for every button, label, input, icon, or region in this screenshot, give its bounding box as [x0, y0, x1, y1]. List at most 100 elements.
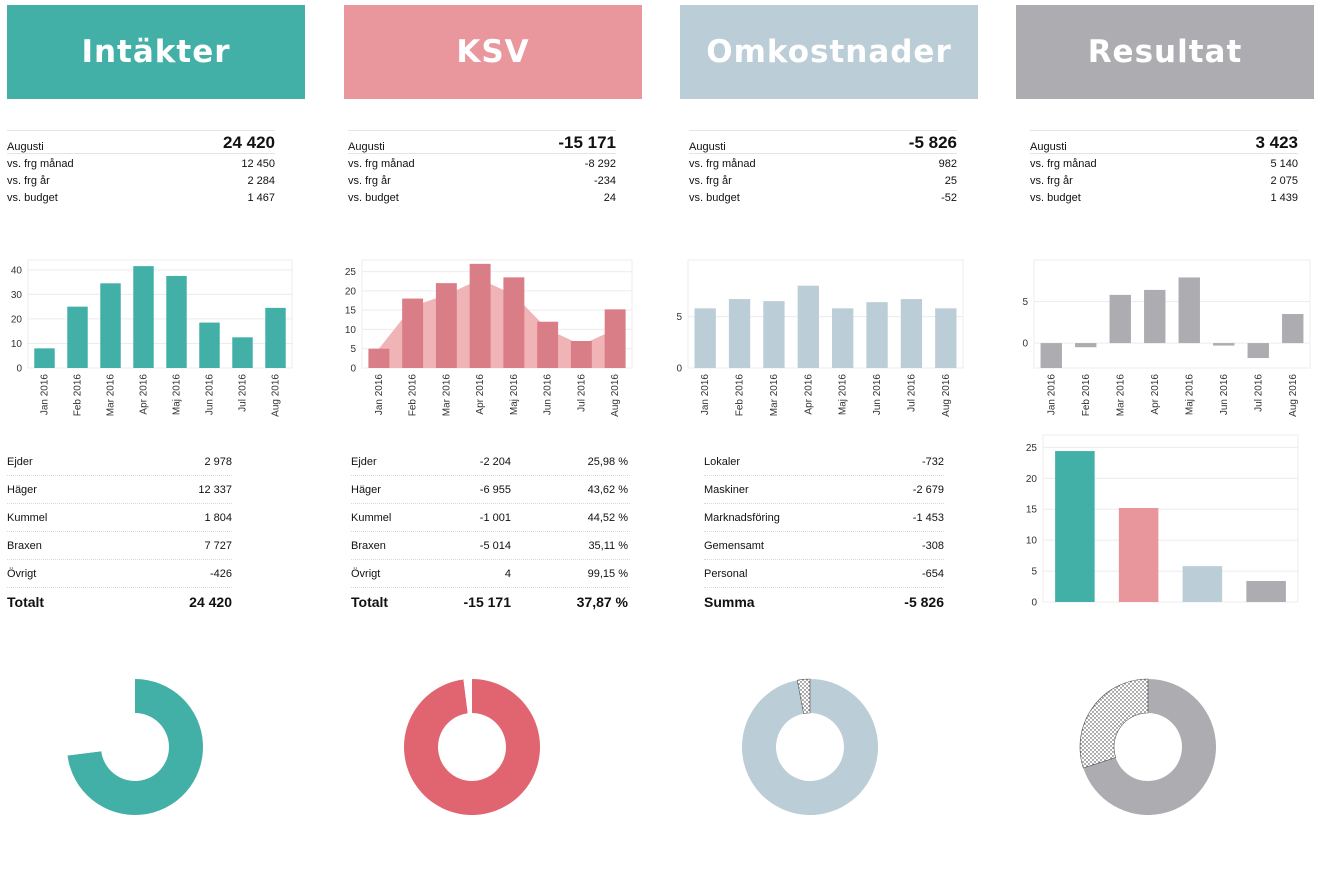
- summary-bar-chart: 0 5 10 15 20 25: [1026, 434, 1299, 609]
- kpi-period: Augusti: [348, 141, 385, 153]
- kpi-main-row: Augusti 24 420: [7, 130, 275, 154]
- y-tick-label: 10: [11, 339, 23, 350]
- table-row: Gemensamt -308: [704, 532, 944, 560]
- row-name: Braxen: [351, 539, 386, 552]
- bar: [1075, 343, 1097, 348]
- bar: [1040, 343, 1062, 368]
- kpi-main-row: Augusti -5 826: [689, 130, 957, 154]
- kpi-value: 3 423: [1255, 133, 1298, 152]
- kpi-label: vs. budget: [348, 192, 399, 204]
- donut-slice: [404, 679, 540, 815]
- y-tick-label: 20: [1026, 474, 1038, 485]
- table-row: Övrigt 4 99,15 %: [351, 560, 630, 588]
- kpi-ksv: Augusti -15 171 vs. frg månad -8 292 vs. f…: [348, 130, 616, 207]
- x-tick-label: Feb 2016: [1081, 374, 1092, 417]
- total-value: 24 420: [189, 593, 232, 610]
- row-value: 12 337: [198, 483, 232, 496]
- header-ksv: KSV: [344, 5, 642, 99]
- bar: [900, 299, 923, 368]
- row-value: -308: [921, 539, 944, 552]
- row-value: 2 978: [204, 455, 232, 468]
- x-tick-label: Jun 2016: [543, 374, 554, 416]
- table-row: Ejder 2 978: [7, 448, 232, 476]
- ksv-monthly-bar-chart: 0 5 10 15 20 25 Jan 2016 Feb 2016 Mar 2016 Apr 20…: [345, 259, 633, 417]
- row-value: -1 001: [479, 511, 511, 524]
- kpi-row: vs. frg år -234: [348, 173, 616, 190]
- row-name: Braxen: [7, 539, 42, 552]
- kpi-period: Augusti: [7, 141, 44, 153]
- kpi-row-value: 1 439: [1270, 192, 1298, 204]
- bar: [1178, 277, 1200, 344]
- row-name: Ejder: [7, 455, 33, 468]
- resultat-monthly-bar-chart: 0 5 Jan 2016 Feb 2016 Mar 2016 Apr 2016 Maj 20…: [1022, 259, 1311, 417]
- x-tick-label: Maj 2016: [509, 374, 520, 416]
- row-name: Kummel: [7, 511, 48, 524]
- table-total-row: Totalt 24 420: [7, 588, 232, 615]
- x-tick-label: Jan 2016: [40, 374, 51, 416]
- kpi-period: Augusti: [689, 141, 726, 153]
- donut-slice-hatched: [796, 678, 811, 714]
- bar: [797, 285, 819, 368]
- ksv-donut-chart: [404, 679, 540, 815]
- row-name: Kummel: [351, 511, 392, 524]
- x-tick-label: Aug 2016: [1288, 374, 1299, 417]
- kpi-row-value: 25: [944, 175, 957, 187]
- y-tick-label: 15: [1026, 505, 1038, 516]
- row-name: Marknadsföring: [704, 511, 780, 524]
- row-value: -1 453: [912, 511, 944, 524]
- kpi-row: vs. frg månad 5 140: [1030, 156, 1298, 173]
- bar: [402, 298, 424, 368]
- kpi-label: vs. frg år: [7, 175, 50, 187]
- kpi-row-value: 5 140: [1270, 158, 1298, 170]
- bar: [537, 321, 559, 368]
- bar: [435, 283, 457, 368]
- omkostnader-donut-chart: [742, 678, 878, 815]
- bar: [34, 348, 55, 368]
- kpi-label: vs. frg år: [348, 175, 391, 187]
- kpi-row: vs. budget 1 439: [1030, 190, 1298, 207]
- y-tick-label: 0: [350, 364, 356, 375]
- bar: [832, 308, 854, 368]
- bar: [1109, 294, 1131, 344]
- row-value: -6 955: [479, 483, 511, 496]
- kpi-label: vs. budget: [1030, 192, 1081, 204]
- intakter-monthly-bar-chart: 0 10 20 30 40 Jan 2016 Feb 2016 Mar 2016 Apr 201…: [11, 259, 293, 417]
- bar: [604, 309, 626, 368]
- omkostnader-monthly-bar-chart: 0 5 Jan 2016 Feb 2016 Mar 2016 Apr 2016 Maj 20…: [676, 259, 964, 417]
- kpi-label: vs. frg månad: [689, 158, 756, 170]
- x-tick-label: Feb 2016: [73, 374, 84, 417]
- kpi-row-value: 982: [938, 158, 957, 170]
- kpi-row-value: 2 284: [247, 175, 275, 187]
- table-row: Kummel 1 804: [7, 504, 232, 532]
- bar: [199, 322, 220, 368]
- y-tick-label: 20: [345, 286, 357, 297]
- kpi-value: -15 171: [558, 133, 616, 152]
- x-tick-label: Jul 2016: [238, 374, 249, 412]
- y-tick-label: 0: [676, 364, 682, 375]
- y-tick-label: 0: [16, 364, 22, 375]
- intakter-donut-chart: [67, 679, 204, 815]
- kpi-row-value: -8 292: [584, 158, 616, 170]
- row-name: Lokaler: [704, 455, 741, 468]
- x-tick-label: Maj 2016: [172, 374, 183, 416]
- bar: [503, 277, 525, 368]
- bar: [1246, 580, 1286, 602]
- y-tick-label: 0: [1031, 598, 1037, 609]
- row-name: Maskiner: [704, 483, 749, 496]
- bar: [265, 307, 286, 368]
- header-omkostnader: Omkostnader: [680, 5, 978, 99]
- bar: [694, 308, 716, 368]
- y-tick-label: 0: [1022, 339, 1028, 350]
- kpi-row-value: 1 467: [247, 192, 275, 204]
- total-name: Totalt: [351, 593, 389, 610]
- y-tick-label: 15: [345, 306, 357, 317]
- row-value: -2 679: [912, 483, 944, 496]
- x-tick-label: Aug 2016: [941, 374, 952, 417]
- kpi-row: vs. frg år 25: [689, 173, 957, 190]
- kpi-row-value: 12 450: [241, 158, 275, 170]
- kpi-main-row: Augusti -15 171: [348, 130, 616, 154]
- kpi-row-value: -234: [593, 175, 616, 187]
- row-value: 7 727: [204, 539, 232, 552]
- total-value: -5 826: [904, 593, 944, 610]
- donut-slice-gap: [67, 679, 135, 756]
